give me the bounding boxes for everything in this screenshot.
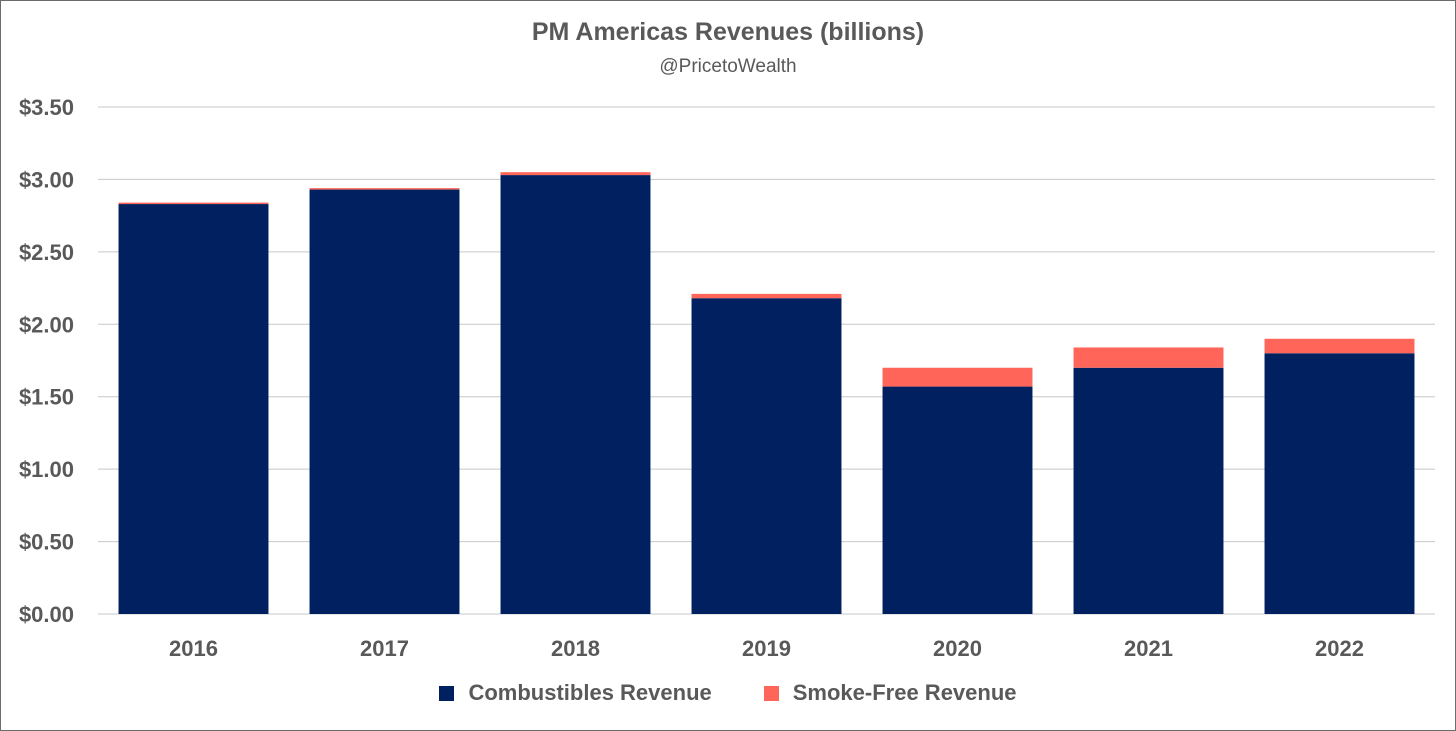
legend-swatch-smoke-free xyxy=(763,685,779,701)
bar-smoke-free-2019 xyxy=(691,293,842,299)
legend-swatch-combustibles xyxy=(439,685,455,701)
bar-smoke-free-2018 xyxy=(500,172,651,176)
x-tick-label: 2021 xyxy=(1124,636,1173,661)
bar-combustibles-2018 xyxy=(500,175,651,614)
bar-smoke-free-2020 xyxy=(882,367,1033,387)
legend: Combustibles Revenue Smoke-Free Revenue xyxy=(0,680,1456,706)
y-tick-label: $1.50 xyxy=(19,385,74,410)
bar-smoke-free-2022 xyxy=(1264,338,1415,354)
bar-smoke-free-2021 xyxy=(1073,347,1224,368)
bar-combustibles-2017 xyxy=(309,189,460,614)
y-tick-label: $0.00 xyxy=(19,602,74,627)
y-tick-label: $3.50 xyxy=(19,95,74,120)
x-tick-label: 2016 xyxy=(169,636,218,661)
bar-combustibles-2021 xyxy=(1073,367,1224,614)
legend-label-combustibles: Combustibles Revenue xyxy=(468,680,712,705)
bar-smoke-free-2017 xyxy=(309,188,460,190)
y-tick-label: $2.50 xyxy=(19,240,74,265)
x-tick-label: 2018 xyxy=(551,636,600,661)
chart-title: PM Americas Revenues (billions) xyxy=(531,18,925,46)
legend-item-combustibles: Combustibles Revenue xyxy=(439,680,712,706)
chart-subtitle: @PricetoWealth xyxy=(659,56,797,77)
y-tick-label: $2.00 xyxy=(19,312,74,337)
legend-label-smoke-free: Smoke-Free Revenue xyxy=(792,680,1017,705)
bar-combustibles-2016 xyxy=(118,204,269,614)
bar-smoke-free-2016 xyxy=(118,202,269,205)
bar-combustibles-2020 xyxy=(882,386,1033,614)
x-tick-label: 2020 xyxy=(933,636,982,661)
bars xyxy=(118,172,1415,614)
x-tick-label: 2019 xyxy=(742,636,791,661)
y-tick-label: $1.00 xyxy=(19,457,74,482)
y-tick-label: $0.50 xyxy=(19,530,74,555)
x-axis-ticks: 2016 2017 2018 2019 2020 2021 2022 xyxy=(169,636,1364,661)
y-tick-label: $3.00 xyxy=(19,167,74,192)
bar-combustibles-2022 xyxy=(1264,353,1415,614)
legend-item-smoke-free: Smoke-Free Revenue xyxy=(763,680,1017,706)
bar-combustibles-2019 xyxy=(691,298,842,614)
y-axis-ticks: $0.00 $0.50 $1.00 $1.50 $2.00 $2.50 $3.00 $3.50 xyxy=(19,95,74,627)
x-tick-label: 2017 xyxy=(360,636,409,661)
x-tick-label: 2022 xyxy=(1315,636,1364,661)
